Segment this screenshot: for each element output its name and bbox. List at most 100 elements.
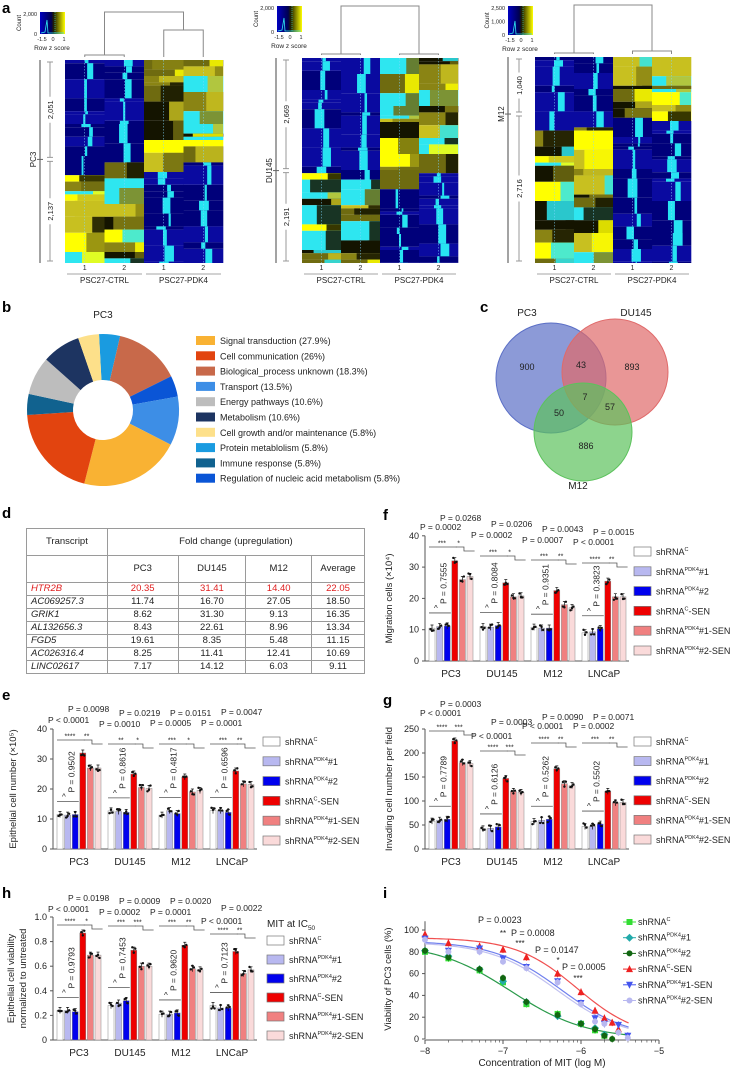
p-value-sen: P = 0.0007 — [522, 535, 563, 545]
heatmap-cell — [322, 61, 330, 71]
data-point — [468, 573, 472, 576]
venn-count: 886 — [578, 441, 593, 451]
y-axis-label: Epithelial cell viability — [6, 934, 17, 1023]
panel-label-f: f — [383, 507, 389, 524]
legend-label: shRNAPDK4#2-SEN — [289, 1031, 363, 1041]
fold-change-value: 14.12 — [177, 660, 247, 674]
bar — [115, 1002, 122, 1041]
x-category-label: M12 — [543, 857, 563, 868]
data-point — [523, 965, 530, 972]
bar — [138, 965, 145, 1041]
heatmap-cell — [419, 138, 459, 145]
legend-label-superscript: PDK4 — [667, 996, 681, 1002]
data-point — [624, 1034, 631, 1041]
data-point — [498, 823, 501, 827]
data-point — [169, 810, 173, 813]
venn-count: 893 — [624, 362, 639, 372]
p-value-sen: P = 0.0002 — [471, 530, 512, 540]
heatmap-cell — [199, 111, 223, 124]
data-point — [554, 969, 562, 977]
heatmap-cell — [546, 201, 574, 221]
donut-chart: PC3 Signal transduction (27.9%) Cell commu… — [26, 310, 400, 486]
control-mark: ^ — [485, 805, 489, 814]
y-tick-label: 30 — [37, 754, 47, 764]
y-tick-label: 150 — [404, 772, 419, 782]
heatmap-cell — [661, 57, 691, 77]
heatmap-cell — [671, 172, 680, 179]
heatmap-cell — [341, 93, 381, 113]
heatmap-cell — [135, 204, 144, 217]
y-axis-label: Migration cells (×10⁴) — [384, 553, 395, 643]
data-point — [217, 809, 221, 812]
legend-swatch — [266, 935, 285, 946]
significance-stars: * — [508, 550, 511, 557]
data-point — [81, 934, 85, 937]
data-point — [608, 578, 611, 581]
heatmap-cell — [324, 259, 341, 263]
heatmap-cell — [318, 99, 324, 103]
x-category-label: PC3 — [69, 857, 89, 868]
y-tick-label: 200 — [404, 748, 419, 758]
control-mark: ^ — [434, 604, 438, 613]
significance-stars: *** — [573, 974, 582, 983]
legend-swatch — [633, 795, 652, 806]
legend-label: shRNAPDK4#2 — [656, 776, 709, 786]
heatmap-cell — [81, 156, 84, 176]
color-key-histogram — [40, 19, 64, 34]
significance-stars: *** — [540, 554, 548, 561]
heatmap-cell — [324, 90, 328, 100]
heatmap-cell — [122, 72, 128, 80]
data-point — [248, 780, 251, 784]
fold-change-value: 8.35 — [177, 634, 247, 648]
heatmap-cell — [130, 258, 144, 263]
legend-label-superscript: C — [314, 737, 318, 743]
legend-label: shRNAC-SEN — [656, 796, 710, 806]
heatmap-cell — [212, 140, 223, 147]
significance-stars: **** — [64, 734, 75, 741]
data-point — [191, 964, 194, 968]
data-point — [599, 628, 602, 632]
heatmap-cell — [363, 58, 371, 74]
color-key — [277, 6, 302, 32]
heatmap-cell — [160, 85, 184, 102]
cell-line-label: PC3 — [29, 151, 38, 167]
legend-swatch — [196, 366, 215, 376]
significance-stars: ** — [186, 920, 192, 927]
venn-circle-m12 — [533, 382, 633, 482]
y-tick-label: 0 — [42, 1035, 47, 1045]
legend-label-superscript: PDK4 — [318, 1031, 332, 1037]
bar — [247, 969, 255, 1041]
donut-slice — [84, 423, 171, 486]
legend-label-superscript: PDK4 — [318, 974, 332, 980]
header-transcript: Transcript — [26, 528, 108, 556]
bar — [530, 821, 538, 850]
heatmap-cell — [440, 195, 450, 199]
data-point — [563, 606, 566, 609]
data-point — [605, 582, 608, 586]
significance-stars: *** — [219, 738, 227, 745]
data-point — [601, 1032, 608, 1039]
p-value-sen: P = 0.0001 — [150, 907, 191, 917]
bar — [589, 826, 596, 850]
data-point — [90, 952, 94, 955]
heatmap-cell — [419, 61, 459, 65]
legend-label-base: shRNA — [656, 606, 685, 616]
data-point — [531, 627, 534, 631]
heatmap-cell — [323, 128, 330, 148]
legend-marker — [626, 965, 633, 973]
legend-label: shRNAPDK4#1 — [656, 567, 709, 577]
color-key-ytick: 0 — [271, 30, 274, 36]
p-value-control: P = 0.9351 — [540, 564, 550, 605]
y-tick-label: 0 — [414, 844, 419, 854]
data-point — [572, 783, 575, 786]
legend-swatch — [262, 736, 281, 747]
data-point — [192, 793, 196, 796]
significance-stars: *** — [168, 738, 176, 745]
x-category-label: PC3 — [441, 857, 461, 868]
data-point — [234, 948, 237, 952]
legend-label-superscript: PDK4 — [685, 757, 699, 763]
legend-label: shRNAC-SEN — [289, 993, 343, 1003]
bar — [232, 951, 240, 1041]
heatmap-cell — [331, 198, 341, 206]
data-point — [189, 968, 193, 971]
